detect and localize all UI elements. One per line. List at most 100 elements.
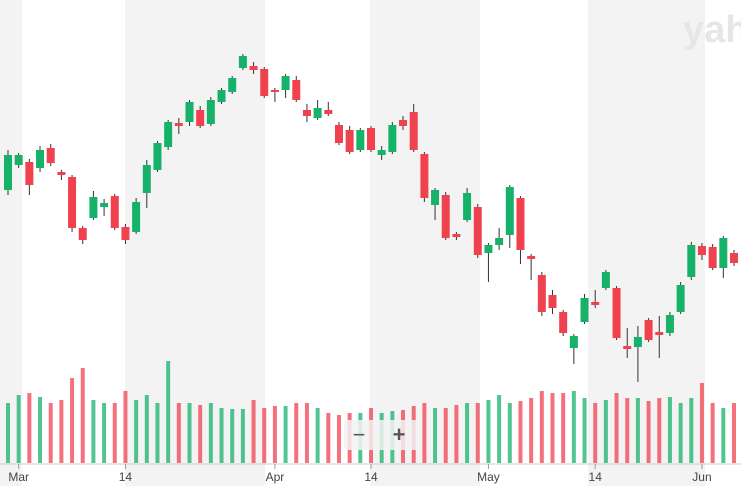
candle-body xyxy=(185,102,194,122)
volume-bar xyxy=(144,395,149,463)
zoom-in[interactable]: + xyxy=(393,422,406,447)
volume-bar xyxy=(6,403,10,463)
x-tick-label: Mar xyxy=(8,470,29,484)
candle-body xyxy=(655,332,664,335)
volume-bar xyxy=(166,361,171,463)
volume-bar xyxy=(732,403,736,463)
candle-body xyxy=(238,56,247,68)
candle-body xyxy=(409,112,418,150)
volume-bar xyxy=(635,398,640,463)
candle-body xyxy=(719,238,728,268)
volume-bar xyxy=(208,403,213,463)
volume-bar xyxy=(422,403,427,463)
zoom-out[interactable]: − xyxy=(353,422,366,447)
candle-body xyxy=(57,172,66,175)
candle-body xyxy=(516,198,525,250)
volume-bar xyxy=(262,408,267,463)
candle-body xyxy=(14,155,23,165)
volume-bar xyxy=(102,403,107,463)
candle-body xyxy=(431,190,440,205)
candle-body xyxy=(644,320,653,340)
volume-bar xyxy=(539,391,544,463)
zoom-panel xyxy=(344,420,420,450)
candle-body xyxy=(25,162,34,185)
volume-bar xyxy=(625,398,630,463)
candle-body xyxy=(569,336,578,348)
candle-body xyxy=(46,148,55,163)
candle-body xyxy=(4,155,12,190)
candle-body xyxy=(420,154,429,198)
volume-bar xyxy=(48,403,53,463)
candle-body xyxy=(484,245,493,253)
volume-bar xyxy=(230,409,235,463)
candle-body xyxy=(249,66,258,70)
volume-bar xyxy=(59,400,64,463)
candle-body xyxy=(591,302,600,305)
candle-body xyxy=(367,128,375,150)
candle-body xyxy=(174,123,183,126)
x-tick-label: 14 xyxy=(119,470,133,484)
candle-body xyxy=(334,125,343,143)
band xyxy=(0,0,22,486)
candle-body xyxy=(142,165,151,193)
x-tick-label: Jun xyxy=(692,470,711,484)
candle-body xyxy=(676,285,685,312)
candle-body xyxy=(260,69,269,96)
volume-bar xyxy=(465,403,470,463)
volume-bar xyxy=(187,403,192,463)
candle-body xyxy=(633,337,642,347)
candle-body xyxy=(89,197,98,218)
watermark: yah xyxy=(683,9,741,51)
volume-bar xyxy=(112,403,117,463)
candle-body xyxy=(228,78,237,92)
volume-bar xyxy=(443,408,448,463)
candle-body xyxy=(121,227,130,240)
candle-body xyxy=(559,312,568,333)
volume-bar xyxy=(486,400,491,463)
candle-body xyxy=(110,196,119,228)
candle-body xyxy=(324,110,333,114)
volume-bar xyxy=(219,408,224,463)
volume-bar xyxy=(689,398,694,463)
volume-bar xyxy=(336,415,341,463)
volume-bar xyxy=(294,403,299,463)
candle-body xyxy=(505,187,514,235)
candle-body xyxy=(345,130,354,152)
candle-body xyxy=(100,203,109,207)
candle-body xyxy=(377,150,386,155)
volume-bar xyxy=(91,400,96,463)
volume-bar xyxy=(561,393,566,463)
volume-bar xyxy=(497,395,502,463)
volume-bar xyxy=(304,403,309,463)
candle-body xyxy=(36,150,45,168)
candle-body xyxy=(292,80,301,100)
candle-body xyxy=(441,195,450,238)
candle-body xyxy=(164,122,173,147)
candle-body xyxy=(730,253,738,263)
volume-bar xyxy=(454,405,459,463)
volume-bar xyxy=(721,408,726,463)
volume-bar xyxy=(155,403,160,463)
x-tick-label: 14 xyxy=(364,470,378,484)
volume-bar xyxy=(507,403,512,463)
candle-body xyxy=(78,228,87,240)
candle-body xyxy=(623,346,632,349)
volume-bar xyxy=(657,398,662,463)
candle-body xyxy=(388,125,397,152)
candle-body xyxy=(132,202,141,232)
volume-bar xyxy=(667,397,672,463)
candle-body xyxy=(206,100,215,124)
volume-bar xyxy=(678,403,683,463)
volume-bar xyxy=(123,391,128,463)
candle-body xyxy=(302,110,311,116)
candle-body xyxy=(153,143,162,170)
volume-bar xyxy=(80,368,85,463)
volume-bar xyxy=(240,409,245,463)
volume-bar xyxy=(70,378,75,463)
candle-body xyxy=(270,90,279,92)
volume-bar xyxy=(582,398,587,463)
candle-body xyxy=(548,295,557,308)
candle-body xyxy=(452,234,461,237)
volume-bar xyxy=(198,405,203,463)
